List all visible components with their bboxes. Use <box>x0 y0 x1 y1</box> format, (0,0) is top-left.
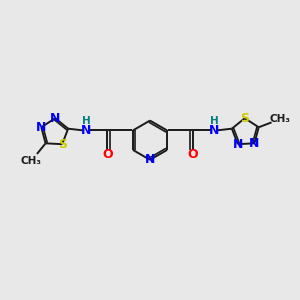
Text: N: N <box>209 124 219 137</box>
Text: CH₃: CH₃ <box>269 114 290 124</box>
Text: N: N <box>232 138 243 151</box>
Text: N: N <box>145 153 155 166</box>
Text: S: S <box>240 112 249 125</box>
Text: N: N <box>81 124 91 137</box>
Text: O: O <box>102 148 113 161</box>
Text: S: S <box>58 138 67 151</box>
Text: H: H <box>82 116 90 126</box>
Text: N: N <box>36 121 46 134</box>
Text: O: O <box>187 148 198 161</box>
Text: CH₃: CH₃ <box>21 156 42 166</box>
Text: N: N <box>249 137 260 150</box>
Text: N: N <box>50 112 60 125</box>
Text: H: H <box>210 116 218 126</box>
